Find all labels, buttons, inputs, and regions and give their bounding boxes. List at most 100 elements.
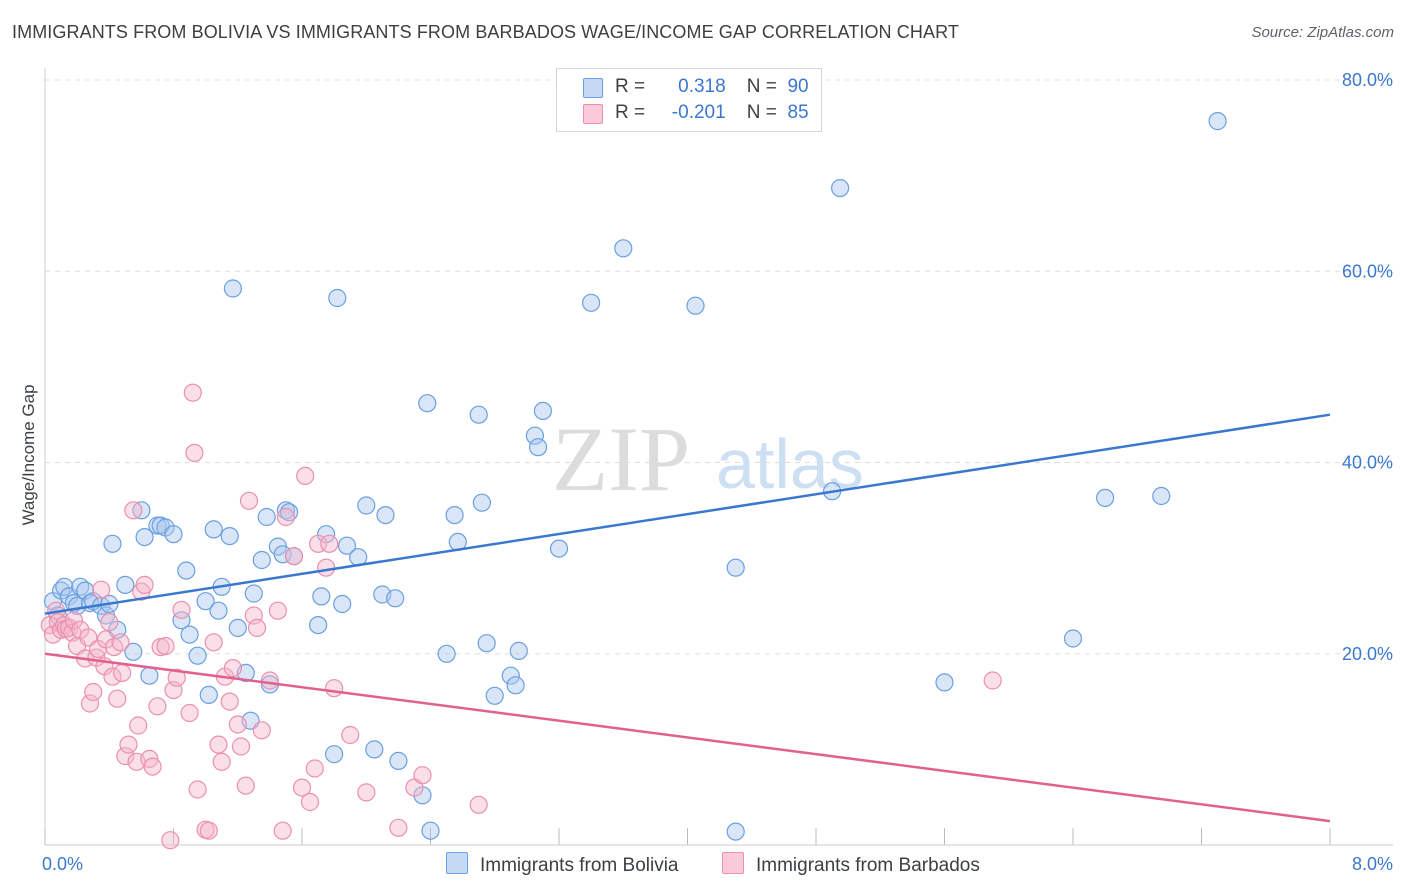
barbados-point	[268, 601, 287, 620]
legend-swatch-barbados	[583, 104, 603, 124]
barbados-point	[204, 633, 223, 652]
barbados-point	[148, 697, 167, 716]
barbados-point	[325, 679, 344, 698]
bottom-legend-label-barbados: Immigrants from Barbados	[756, 855, 980, 876]
bolivia-point	[726, 822, 745, 841]
barbados-points	[40, 383, 1002, 850]
bolivia-point	[726, 558, 745, 577]
y-tick-label: 20.0%	[1342, 644, 1393, 664]
bolivia-point	[252, 550, 271, 570]
bottom-legend-bolivia: Immigrants from Bolivia	[446, 852, 679, 877]
bolivia-point	[244, 584, 263, 603]
bolivia-point	[220, 526, 239, 546]
barbados-point	[239, 491, 259, 510]
legend-r-label: R =	[615, 102, 646, 123]
bolivia-point	[1208, 111, 1227, 131]
barbados-point	[167, 668, 186, 687]
bolivia-point	[437, 644, 456, 663]
correlation-legend: R = 0.318 N = 90 R = -0.201 N = 85	[556, 68, 822, 132]
bolivia-point	[421, 821, 440, 840]
legend-text-bolivia: R = 0.318 N = 90	[615, 76, 809, 98]
bolivia-point	[223, 279, 242, 298]
bolivia-point	[280, 503, 299, 522]
y-tick-label: 40.0%	[1342, 453, 1393, 473]
y-tick-label: 80.0%	[1342, 70, 1393, 90]
barbados-point	[220, 692, 239, 711]
barbados-point	[357, 783, 376, 802]
barbados-point	[231, 737, 251, 756]
bolivia-point	[55, 577, 74, 596]
barbados-point	[135, 575, 154, 595]
barbados-point	[112, 663, 132, 683]
bolivia-point	[418, 394, 437, 413]
chart-source: Source: ZipAtlas.com	[1251, 24, 1394, 41]
barbados-point	[296, 466, 315, 485]
barbados-point	[228, 715, 247, 734]
barbados-point	[108, 689, 127, 708]
barbados-point	[284, 547, 304, 566]
barbados-point	[172, 600, 191, 619]
legend-r-label: R =	[615, 76, 646, 97]
barbados-point	[103, 667, 122, 686]
barbados-point	[236, 776, 255, 795]
barbados-point	[199, 821, 218, 840]
bolivia-point	[935, 673, 954, 692]
bolivia-point	[485, 686, 504, 705]
legend-text-barbados: R = -0.201 N = 85	[615, 102, 809, 124]
barbados-point	[413, 766, 432, 785]
bolivia-point	[228, 618, 247, 638]
bolivia-point	[209, 601, 228, 620]
bolivia-point	[389, 751, 408, 771]
bolivia-trend-line	[44, 413, 1331, 615]
bolivia-point	[328, 288, 347, 308]
barbados-point	[317, 558, 336, 577]
bolivia-point	[172, 611, 191, 630]
barbados-point	[143, 757, 162, 776]
barbados-point	[389, 818, 408, 837]
bolivia-point	[477, 634, 496, 653]
bolivia-point	[581, 293, 601, 312]
barbados-point	[100, 613, 119, 632]
legend-r-value-bolivia: 0.318	[678, 76, 726, 97]
barbados-point	[64, 611, 84, 630]
barbados-point	[156, 636, 175, 656]
bolivia-point	[135, 527, 154, 547]
axes	[44, 68, 1393, 846]
barbados-point	[305, 759, 324, 778]
barbados-point	[300, 792, 320, 812]
bolivia-point	[164, 525, 183, 544]
barbados-point	[223, 658, 242, 678]
watermark-zip: ZIP	[552, 408, 690, 510]
barbados-point	[252, 721, 271, 740]
bolivia-point	[445, 505, 464, 525]
barbados-point	[185, 443, 204, 462]
bolivia-point	[325, 745, 344, 764]
legend-n-label: N =	[746, 102, 777, 123]
bolivia-point	[309, 615, 328, 635]
bolivia-point	[549, 539, 569, 558]
barbados-point	[273, 821, 292, 840]
barbados-point	[276, 507, 295, 527]
bolivia-point	[1063, 629, 1083, 648]
bolivia-point	[177, 561, 196, 580]
bolivia-point	[103, 534, 122, 553]
legend-r-value-barbados: -0.201	[671, 102, 726, 123]
barbados-point	[116, 746, 135, 766]
bolivia-point	[528, 438, 548, 457]
x-tick-label-max: 8.0%	[1352, 854, 1393, 874]
bolivia-point	[257, 507, 276, 527]
trend-lines	[44, 413, 1331, 823]
bolivia-point	[525, 426, 545, 445]
bolivia-point	[180, 625, 199, 644]
legend-n-value-barbados: 85	[787, 102, 809, 123]
y-axis-label: Wage/Income Gap	[19, 384, 38, 525]
barbados-point	[260, 671, 279, 690]
barbados-point	[124, 501, 143, 520]
bolivia-point	[830, 179, 850, 198]
barbados-point	[983, 671, 1002, 690]
tick-labels: 20.0% 40.0% 60.0% 80.0% 0.0% 8.0%	[42, 70, 1393, 874]
barbados-point	[188, 780, 207, 799]
legend-swatch-bolivia	[583, 78, 603, 98]
bolivia-point	[204, 520, 223, 539]
